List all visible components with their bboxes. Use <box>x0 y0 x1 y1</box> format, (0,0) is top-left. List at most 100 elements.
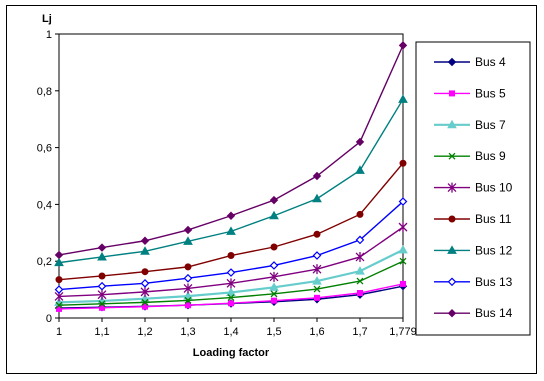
data-point <box>356 210 364 218</box>
data-point <box>141 268 149 276</box>
data-point <box>314 294 320 301</box>
data-point <box>399 159 407 167</box>
legend-item: Bus 13 <box>434 275 513 289</box>
y-tick-label: 0,8 <box>37 86 52 98</box>
series-line <box>58 45 404 256</box>
data-point <box>184 296 192 304</box>
data-point <box>55 276 63 284</box>
data-point <box>398 244 408 254</box>
data-point <box>54 257 64 267</box>
data-point <box>226 268 236 277</box>
x-tick-label: 1 <box>56 326 62 338</box>
legend-swatch-marker <box>447 57 457 67</box>
x-tick-label: 1,4 <box>223 326 238 338</box>
y-axis: 0 0,2 0,4 0,6 0,8 1 <box>37 29 59 325</box>
legend: Bus 4 Bus 5 Bus 7 Bus 9 Bus 10 Bus 11 Bus 12 Bu… <box>415 41 531 336</box>
legend-label: Bus 13 <box>475 275 513 289</box>
series-line <box>58 162 404 281</box>
data-point <box>183 273 193 283</box>
y-axis-title: Lj <box>42 13 52 25</box>
x-tick-label: 1,779 <box>389 326 417 338</box>
data-point <box>97 243 107 252</box>
data-point <box>312 193 322 203</box>
x-tick-label: 1,5 <box>266 326 281 338</box>
data-point <box>355 137 365 147</box>
data-point <box>97 289 107 300</box>
data-point <box>270 290 278 298</box>
legend-box <box>415 41 531 336</box>
data-point <box>269 282 279 291</box>
data-point <box>312 251 322 260</box>
data-point <box>312 264 322 275</box>
data-point <box>226 287 236 296</box>
legend-item: Bus 9 <box>434 149 506 163</box>
data-point <box>141 298 149 306</box>
x-tick-label: 1,3 <box>180 326 195 338</box>
series-layer <box>54 41 408 313</box>
y-tick-label: 1 <box>46 29 52 41</box>
data-point <box>355 251 365 262</box>
series-line <box>58 98 404 264</box>
data-point <box>355 235 365 245</box>
legend-label: Bus 10 <box>475 181 513 195</box>
data-point <box>140 246 150 255</box>
data-point <box>185 302 191 309</box>
data-point <box>269 195 279 205</box>
legend-swatch-marker <box>447 277 457 287</box>
data-point <box>184 263 192 271</box>
data-point <box>398 94 408 103</box>
data-point <box>313 285 321 293</box>
data-point <box>355 165 365 174</box>
data-point <box>227 294 235 302</box>
legend-swatch-marker <box>449 90 455 97</box>
data-point <box>54 250 64 260</box>
x-axis-title: Loading factor <box>193 347 270 359</box>
x-tick-label: 1,6 <box>309 326 324 338</box>
legend-swatch-marker <box>447 308 457 318</box>
legend-item: Bus 10 <box>434 181 513 195</box>
data-point <box>269 271 279 282</box>
data-point <box>142 303 148 310</box>
series-bus-13 <box>54 197 408 294</box>
x-tick-label: 1,1 <box>94 326 109 338</box>
series-bus-14 <box>54 41 408 260</box>
data-point <box>54 285 64 294</box>
data-point <box>140 279 150 288</box>
legend-swatch-marker <box>447 119 457 129</box>
series-bus-10 <box>54 222 408 302</box>
data-point <box>399 257 407 265</box>
series-bus-11 <box>55 159 407 284</box>
data-point <box>183 291 193 300</box>
data-point <box>312 171 322 181</box>
legend-swatch-marker <box>448 152 456 160</box>
legend-label: Bus 7 <box>475 118 506 132</box>
legend-swatch-marker <box>448 215 456 223</box>
legend-label: Bus 12 <box>475 243 513 257</box>
legend-swatch-marker <box>447 182 457 193</box>
data-point <box>55 301 63 309</box>
data-point <box>312 276 322 285</box>
x-tick-label: 1,7 <box>352 326 367 338</box>
data-point <box>271 297 277 304</box>
data-point <box>269 210 279 220</box>
data-point <box>99 304 105 311</box>
data-point <box>228 300 234 307</box>
data-point <box>98 272 106 280</box>
data-point <box>226 278 236 289</box>
data-point <box>56 305 62 312</box>
x-tick-label: 1,2 <box>137 326 152 338</box>
data-point <box>398 222 408 233</box>
legend-label: Bus 11 <box>475 212 512 226</box>
y-tick-label: 0 <box>46 313 52 325</box>
y-tick-label: 0,6 <box>37 143 52 155</box>
data-point <box>183 283 193 294</box>
legend-item: Bus 11 <box>434 212 512 226</box>
legend-label: Bus 14 <box>475 306 513 320</box>
data-point <box>183 236 193 245</box>
legend-item: Bus 5 <box>434 86 506 100</box>
data-point <box>355 266 365 275</box>
legend-label: Bus 5 <box>475 86 506 100</box>
data-point <box>398 197 408 206</box>
data-point <box>226 226 236 235</box>
